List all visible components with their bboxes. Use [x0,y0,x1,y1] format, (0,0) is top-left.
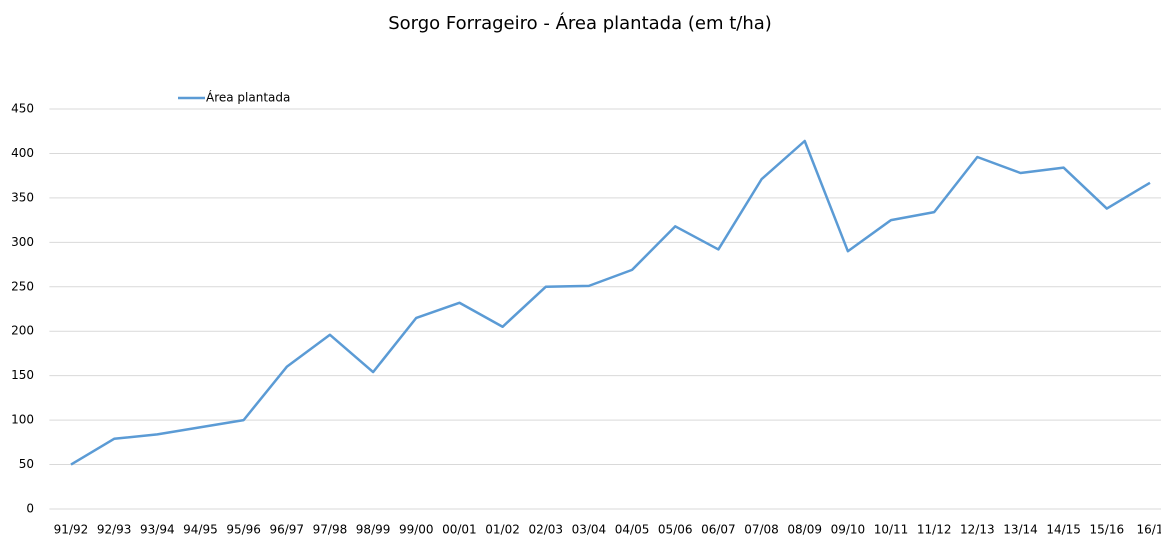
y-tick-label: 300 [11,235,34,249]
x-tick-label: 00/01 [442,523,477,536]
x-tick-label: 10/11 [874,523,909,536]
x-tick-label: 92/93 [97,523,132,536]
x-tick-label: 97/98 [313,523,348,536]
y-tick-label: 200 [11,324,34,338]
x-tick-label: 14/15 [1046,523,1081,536]
x-tick-label: 93/94 [140,523,175,536]
x-tick-label: 91/92 [54,523,89,536]
y-tick-label: 450 [11,102,34,116]
y-tick-label: 0 [26,502,34,516]
x-tick-label: 03/04 [572,523,607,536]
y-tick-label: 50 [19,457,34,471]
y-tick-label: 100 [11,413,34,427]
x-tick-label: 04/05 [615,523,650,536]
y-tick-label: 150 [11,368,34,382]
x-tick-label: 13/14 [1003,523,1038,536]
data-line [70,139,1151,466]
x-tick-label: 96/97 [269,523,304,536]
x-tick-label: 12/13 [960,523,995,536]
y-tick-label: 250 [11,279,34,293]
x-tick-label: 07/08 [744,523,779,536]
x-tick-label: 08/09 [787,523,822,536]
x-tick-label: 01/02 [485,523,520,536]
y-tick-label: 400 [11,146,34,160]
y-tick-label: 350 [11,190,34,204]
x-tick-label: 16/1 [1137,523,1161,536]
x-tick-label: 15/16 [1090,523,1125,536]
x-tick-label: 11/12 [917,523,952,536]
x-tick-label: 06/07 [701,523,736,536]
x-tick-label: 95/96 [226,523,261,536]
chart-title: Sorgo Forrageiro - Área plantada (em t/h… [388,12,772,34]
x-tick-label: 05/06 [658,523,693,536]
x-tick-label: 09/10 [831,523,866,536]
x-tick-label: 94/95 [183,523,218,536]
x-tick-label: 99/00 [399,523,434,536]
x-tick-label: 98/99 [356,523,391,536]
legend-label: Área plantada [206,90,290,105]
x-tick-label: 02/03 [528,523,563,536]
